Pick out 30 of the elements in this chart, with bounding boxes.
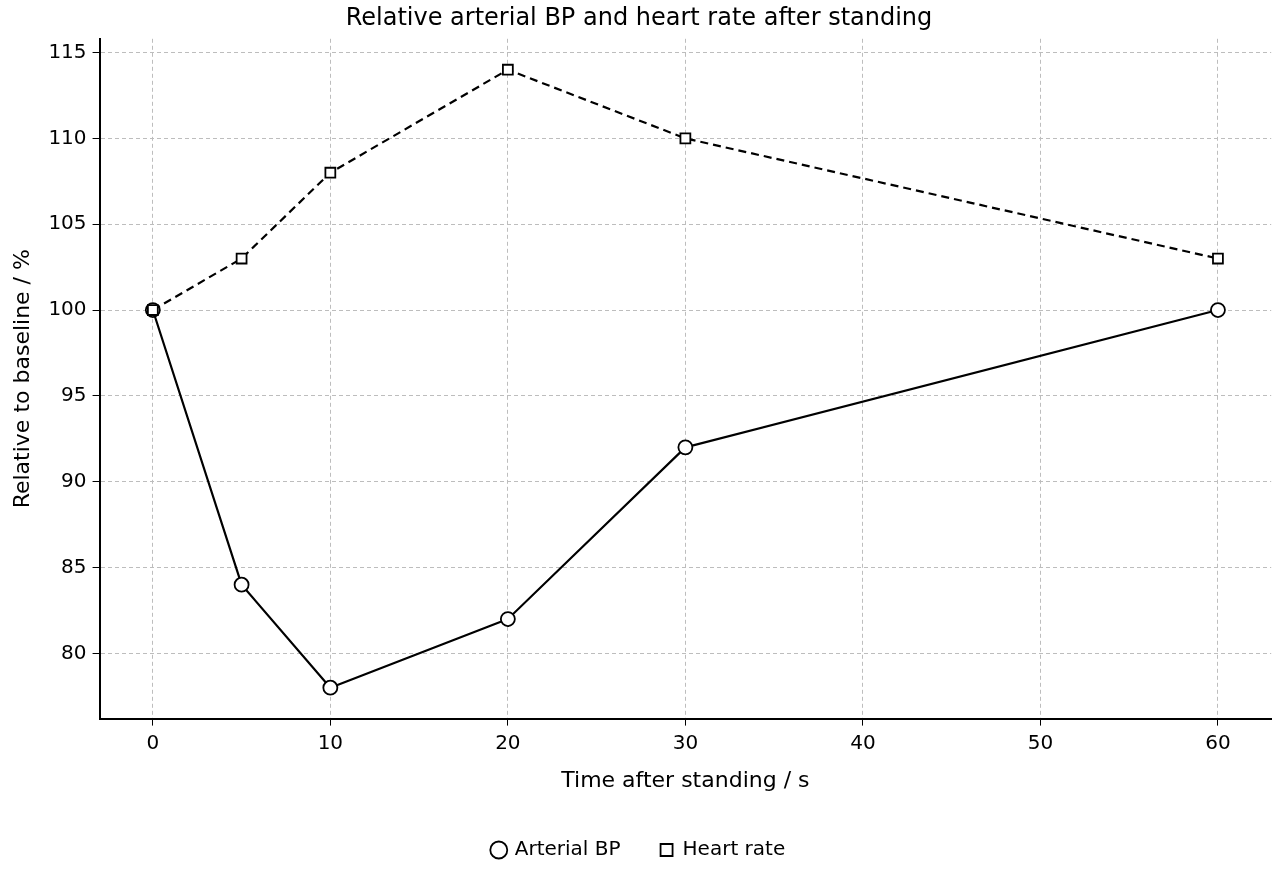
point [502,63,514,76]
x-tick-label: 10 [317,729,344,754]
point [1212,252,1224,265]
y-tick-label: 115 [48,38,87,63]
x-axis-title: Time after standing / s [560,766,810,792]
x-tick-label: 30 [672,729,699,754]
y-tick-label: 80 [61,639,87,664]
x-tick-label: 20 [495,729,521,754]
legend-label: Heart rate [682,836,786,861]
y-tick-label: 105 [48,210,87,235]
x-tick-label: 50 [1027,729,1054,754]
y-tick-label: 110 [48,124,87,149]
y-tick-label: 85 [61,553,87,578]
point [679,132,692,145]
x-tick-label: 0 [146,729,160,754]
chart-title: Relative arterial BP and heart rate after standing [345,2,933,31]
point [1210,302,1226,318]
y-tick-label: 100 [48,296,87,321]
y-axis-title: Relative to baseline / % [8,249,34,509]
y-tick-label: 95 [61,382,87,407]
point [233,576,250,593]
point [677,439,694,456]
y-tick-label: 90 [61,467,87,492]
legend-label: Arterial BP [514,836,621,861]
x-tick-label: 40 [850,729,876,754]
point [324,166,337,179]
point [235,252,248,265]
point [322,679,339,696]
point [499,611,516,627]
x-tick-label: 60 [1205,729,1231,754]
